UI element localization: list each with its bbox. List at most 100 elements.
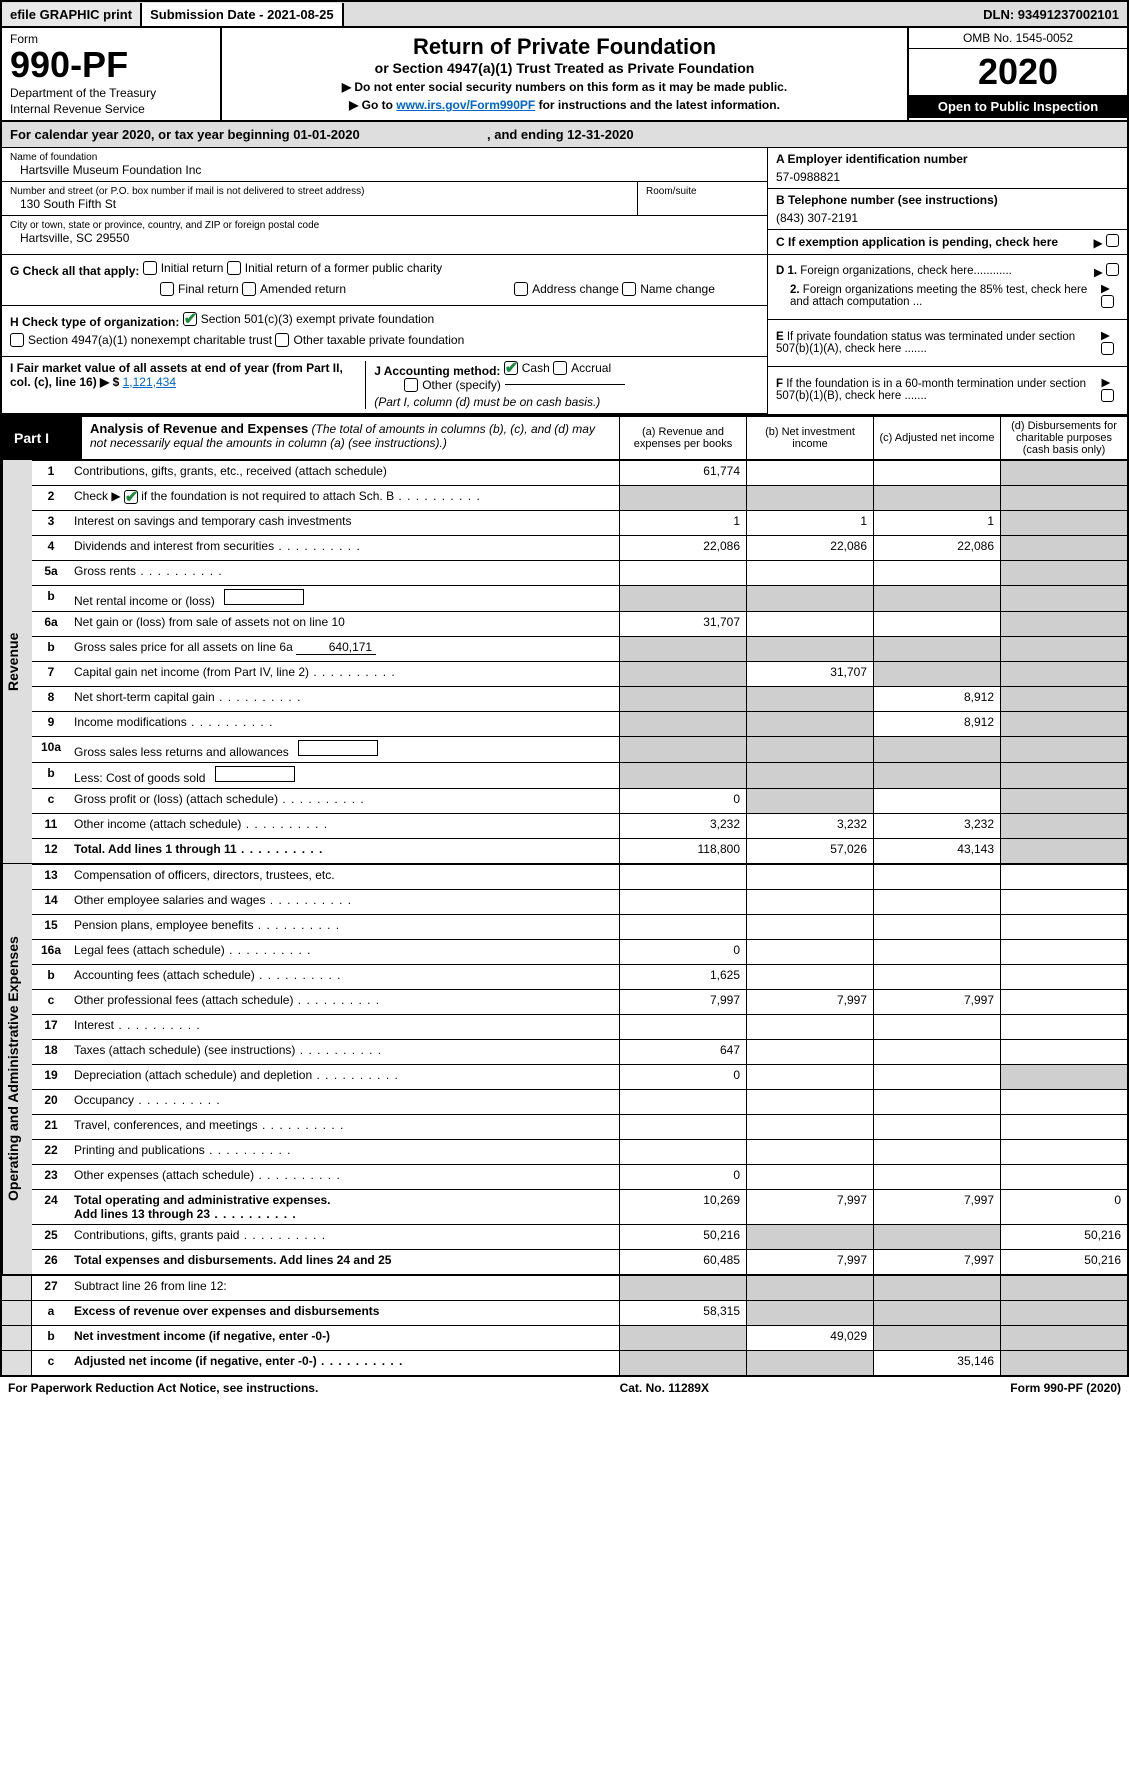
- 501c3-checkbox[interactable]: [183, 312, 197, 326]
- line-18-col-b: [746, 1040, 873, 1064]
- city-label: City or town, state or province, country…: [10, 220, 759, 231]
- line-20-col-d: [1000, 1090, 1127, 1114]
- other-method-checkbox[interactable]: [404, 378, 418, 392]
- line-15-col-d: [1000, 915, 1127, 939]
- line-b-col-d: [1000, 763, 1127, 788]
- note2-prefix: ▶ Go to: [349, 98, 396, 112]
- line-8-col-b: [746, 687, 873, 711]
- other-taxable-checkbox[interactable]: [275, 333, 289, 347]
- line-b-col-b: [746, 763, 873, 788]
- line-24: 24 Total operating and administrative ex…: [32, 1189, 1127, 1224]
- line-11: 11 Other income (attach schedule) 3,232 …: [32, 813, 1127, 838]
- line-14-desc: Other employee salaries and wages: [70, 890, 619, 914]
- line-10a-col-a: [619, 737, 746, 762]
- f-checkbox[interactable]: [1101, 389, 1114, 402]
- line-11-desc: Other income (attach schedule): [70, 814, 619, 838]
- line-15-col-a: [619, 915, 746, 939]
- line-3-col-b: 1: [746, 511, 873, 535]
- line-b-col-d: [1000, 637, 1127, 661]
- line-26-col-a: 60,485: [619, 1250, 746, 1274]
- line-16a-col-d: [1000, 940, 1127, 964]
- line-9-desc: Income modifications: [70, 712, 619, 736]
- foundation-name: Hartsville Museum Foundation Inc: [20, 163, 759, 177]
- line-23-desc: Other expenses (attach schedule): [70, 1165, 619, 1189]
- line-10a-num: 10a: [32, 737, 70, 762]
- h-other-taxable: Other taxable private foundation: [293, 333, 464, 347]
- efile-print-button[interactable]: efile GRAPHIC print: [2, 3, 142, 26]
- amended-return-checkbox[interactable]: [242, 282, 256, 296]
- dln-number: DLN: 93491237002101: [975, 3, 1127, 26]
- line-24-col-a: 10,269: [619, 1190, 746, 1224]
- expenses-body: 13 Compensation of officers, directors, …: [32, 864, 1127, 1274]
- line-2-num: 2: [32, 486, 70, 510]
- g-name-change: Name change: [640, 282, 715, 296]
- accrual-checkbox[interactable]: [553, 361, 567, 375]
- line-10a-col-b: [746, 737, 873, 762]
- line-3-num: 3: [32, 511, 70, 535]
- d2-checkbox[interactable]: [1101, 295, 1114, 308]
- initial-former-checkbox[interactable]: [227, 261, 241, 275]
- cash-checkbox[interactable]: [504, 361, 518, 375]
- h-check-row: H Check type of organization: Section 50…: [2, 306, 767, 357]
- line-20-col-a: [619, 1090, 746, 1114]
- 4947-checkbox[interactable]: [10, 333, 24, 347]
- line-12-col-c: 43,143: [873, 839, 1000, 863]
- name-change-checkbox[interactable]: [622, 282, 636, 296]
- line-2-col-c: [873, 486, 1000, 510]
- line-19-col-a: 0: [619, 1065, 746, 1089]
- line-13-col-b: [746, 865, 873, 889]
- phone-label: B Telephone number (see instructions): [776, 193, 1119, 207]
- line-27c: c Adjusted net income (if negative, ente…: [2, 1350, 1127, 1375]
- line-21: 21 Travel, conferences, and meetings: [32, 1114, 1127, 1139]
- line-10a-col-d: [1000, 737, 1127, 762]
- line-7-col-a: [619, 662, 746, 686]
- phone-value: (843) 307-2191: [776, 211, 1119, 225]
- line-18-num: 18: [32, 1040, 70, 1064]
- line-b-num: b: [32, 586, 70, 611]
- line-16a-col-b: [746, 940, 873, 964]
- line-26-col-b: 7,997: [746, 1250, 873, 1274]
- line-16a: 16a Legal fees (attach schedule) 0: [32, 939, 1127, 964]
- line-13-col-d: [1000, 865, 1127, 889]
- line-11-num: 11: [32, 814, 70, 838]
- line-13-col-a: [619, 865, 746, 889]
- line-b: b Gross sales price for all assets on li…: [32, 636, 1127, 661]
- line-18-col-a: 647: [619, 1040, 746, 1064]
- line-b-col-d: [1000, 965, 1127, 989]
- line-7-num: 7: [32, 662, 70, 686]
- part1-title: Analysis of Revenue and Expenses (The to…: [82, 417, 619, 459]
- topbar: efile GRAPHIC print Submission Date - 20…: [2, 2, 1127, 28]
- line-24-col-b: 7,997: [746, 1190, 873, 1224]
- expenses-sidebar: Operating and Administrative Expenses: [2, 864, 32, 1274]
- col-d-header: (d) Disbursements for charitable purpose…: [1000, 417, 1127, 459]
- room-label: Room/suite: [646, 186, 759, 197]
- line-8-col-d: [1000, 687, 1127, 711]
- line-17: 17 Interest: [32, 1014, 1127, 1039]
- calyear-end: , and ending 12-31-2020: [487, 127, 634, 142]
- final-return-checkbox[interactable]: [160, 282, 174, 296]
- line-26-col-c: 7,997: [873, 1250, 1000, 1274]
- line-20-desc: Occupancy: [70, 1090, 619, 1114]
- address-change-checkbox[interactable]: [514, 282, 528, 296]
- phone-cell: B Telephone number (see instructions) (8…: [768, 189, 1127, 230]
- form990pf-link[interactable]: www.irs.gov/Form990PF: [396, 98, 535, 112]
- line-23-col-d: [1000, 1165, 1127, 1189]
- line-27-num: 27: [32, 1276, 70, 1300]
- e-checkbox[interactable]: [1101, 342, 1114, 355]
- dept-treasury: Department of the Treasury: [10, 86, 212, 100]
- form-id-footer: Form 990-PF (2020): [1010, 1381, 1121, 1395]
- line-20: 20 Occupancy: [32, 1089, 1127, 1114]
- line-6a-col-c: [873, 612, 1000, 636]
- line-9-col-d: [1000, 712, 1127, 736]
- line-1-num: 1: [32, 461, 70, 485]
- line-b-desc: Gross sales price for all assets on line…: [70, 637, 619, 661]
- line-21-desc: Travel, conferences, and meetings: [70, 1115, 619, 1139]
- calendar-year-row: For calendar year 2020, or tax year begi…: [2, 122, 1127, 148]
- g-amended: Amended return: [260, 282, 346, 296]
- line-12-num: 12: [32, 839, 70, 863]
- initial-return-checkbox[interactable]: [143, 261, 157, 275]
- c-checkbox[interactable]: [1106, 234, 1119, 247]
- ein-label: A Employer identification number: [776, 152, 1119, 166]
- d1-checkbox[interactable]: [1106, 263, 1119, 276]
- checks-left: G Check all that apply: Initial return I…: [2, 255, 767, 414]
